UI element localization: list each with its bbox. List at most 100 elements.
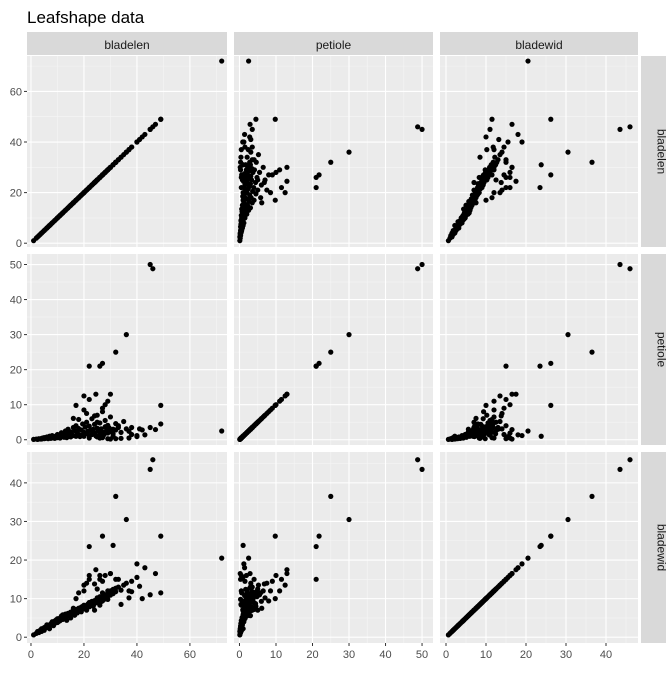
data-point [261, 581, 267, 587]
strip-top-bladelen [27, 32, 227, 55]
data-point [278, 184, 285, 191]
data-point [97, 572, 103, 579]
x-tick-label: 50 [416, 649, 428, 661]
data-point [501, 431, 507, 438]
data-point [480, 416, 486, 422]
data-point [91, 430, 98, 437]
data-point [565, 149, 571, 155]
data-point [471, 419, 477, 425]
x-tick-label: 10 [270, 649, 282, 661]
data-point [81, 588, 87, 594]
data-point [499, 149, 505, 155]
data-point [147, 261, 153, 268]
data-point [482, 436, 488, 442]
y-tick-label: 0 [16, 632, 22, 644]
data-point [123, 332, 129, 338]
data-point [246, 555, 252, 561]
data-point [86, 363, 92, 369]
panel-background [440, 254, 638, 445]
data-point [498, 413, 504, 419]
data-point [142, 565, 148, 571]
panel-bladelen-vs-bladewid [440, 56, 638, 247]
data-point [158, 116, 164, 122]
data-point [503, 396, 509, 403]
data-point [81, 393, 87, 399]
data-point [419, 126, 425, 132]
data-point [86, 572, 92, 579]
data-point [134, 433, 140, 440]
data-point [248, 136, 254, 143]
data-point [255, 586, 261, 592]
data-point [94, 419, 100, 425]
data-point [272, 116, 278, 122]
data-point [471, 430, 477, 437]
data-point [471, 187, 477, 193]
data-point [509, 391, 515, 397]
data-point [99, 533, 106, 539]
data-point [255, 607, 261, 613]
data-point [471, 179, 477, 186]
data-point [537, 363, 543, 369]
data-point [501, 405, 507, 411]
data-point [328, 349, 334, 355]
data-point [158, 402, 164, 408]
x-tick-label: 30 [560, 649, 572, 661]
data-point [126, 435, 132, 441]
data-point [415, 124, 421, 130]
data-point [248, 583, 254, 589]
data-point [498, 581, 504, 587]
data-point [267, 190, 274, 196]
data-point [118, 429, 124, 435]
data-point [278, 576, 285, 582]
data-point [489, 172, 495, 178]
data-point [476, 174, 482, 181]
data-point [499, 187, 505, 193]
data-point [91, 179, 98, 186]
data-point [515, 565, 521, 571]
data-point [251, 157, 257, 163]
data-point [507, 402, 513, 408]
data-point [86, 184, 92, 191]
data-point [617, 466, 623, 472]
data-point [519, 432, 525, 439]
data-point [110, 542, 116, 548]
data-point [219, 555, 225, 561]
data-point [237, 159, 244, 165]
x-tick-label: 0 [443, 649, 449, 661]
data-point [126, 588, 132, 594]
data-point [113, 159, 119, 165]
data-point [251, 576, 257, 582]
data-point [245, 595, 251, 601]
data-point [243, 430, 249, 437]
data-point [505, 574, 511, 581]
strip-right-bladelen [641, 56, 666, 247]
data-point [272, 596, 278, 602]
data-point [91, 607, 98, 613]
data-point [102, 417, 108, 424]
x-tick-label: 40 [600, 649, 612, 661]
data-point [282, 190, 288, 196]
data-point [258, 195, 264, 201]
x-tick-label: 40 [379, 649, 391, 661]
data-point [452, 222, 458, 229]
data-point [273, 572, 279, 579]
data-point [134, 139, 140, 145]
data-point [97, 174, 103, 181]
data-point [99, 360, 106, 366]
data-point [219, 58, 225, 64]
data-point [489, 416, 495, 423]
panel-background [27, 254, 227, 445]
data-point [118, 154, 124, 160]
data-point [251, 184, 257, 191]
data-point [565, 516, 571, 523]
data-point [121, 418, 127, 425]
data-point [452, 626, 458, 632]
data-point [97, 602, 103, 608]
data-point [269, 578, 275, 584]
data-point [489, 590, 495, 596]
data-point [492, 429, 498, 435]
data-point [259, 200, 265, 206]
data-point [491, 190, 497, 196]
data-point [158, 533, 164, 539]
data-point [284, 164, 290, 170]
